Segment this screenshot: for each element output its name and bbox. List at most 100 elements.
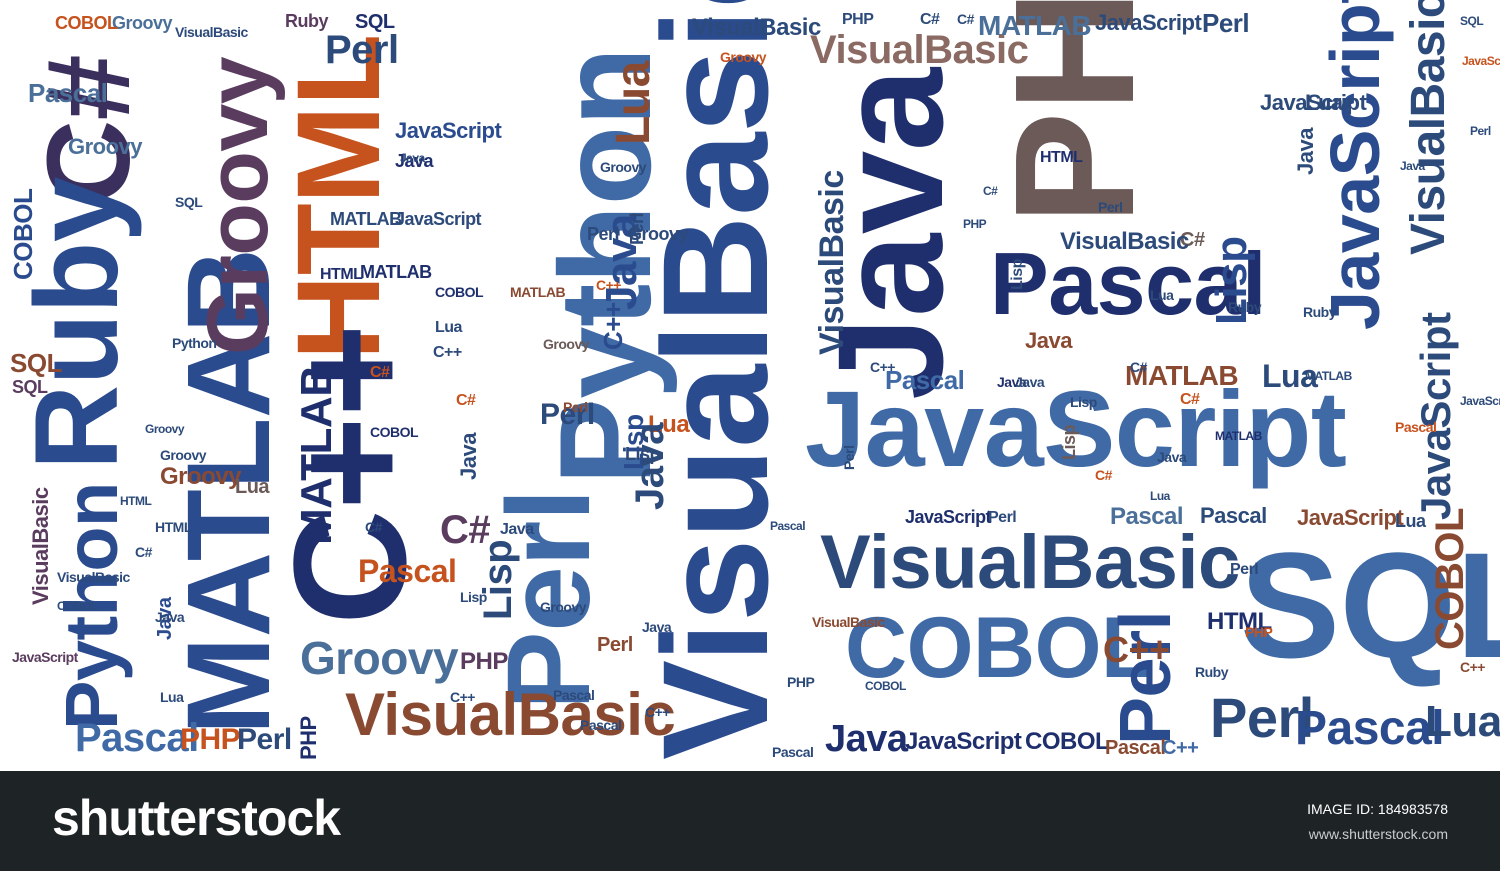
word-javascript-top-right: JavaScript	[1095, 10, 1202, 35]
word-javascript-small-top2: JavaScript	[395, 118, 502, 143]
word-cpp-small-bottom2: C++	[450, 689, 475, 705]
word-javascript-mid-left: JavaScript	[395, 209, 482, 229]
word-javascript-huge: JavaScript	[805, 368, 1347, 489]
word-csharp-small-top: C#	[920, 11, 940, 28]
word-ruby-small-right: Ruby	[1228, 299, 1262, 315]
word-csharp-vertical-right: C#	[1180, 229, 1205, 251]
word-cpp-small-top: C++	[433, 344, 462, 361]
word-pascal-mid-right: Pascal	[1200, 503, 1267, 528]
word-groovy-mid: Groovy	[300, 632, 459, 684]
word-groovy-small-left: Groovy	[145, 422, 185, 436]
word-lua-small-right: Lua	[1395, 511, 1426, 531]
word-javascript-small-right2: JavaScript	[1462, 54, 1500, 68]
word-csharp-small-top3: C#	[1095, 467, 1112, 483]
word-cobol-vertical-right: COBOL	[1428, 508, 1472, 650]
word-cobol-small-left: COBOL	[57, 599, 98, 613]
word-matlab-small-left2: MATLAB	[360, 262, 432, 282]
word-cobol-top-left: COBOL	[55, 13, 118, 33]
word-csharp-small-mid: C#	[440, 508, 491, 552]
word-html-small-mid2: HTML	[120, 494, 152, 508]
word-lua-small-left: Lua	[160, 689, 184, 705]
word-matlab-small-top: MATLAB	[978, 10, 1092, 41]
word-java-small-mid2: Java	[997, 374, 1027, 390]
word-perl-mid-left: Perl	[540, 398, 595, 431]
word-groovy-small-top: Groovy	[720, 49, 767, 65]
word-perl-small-mid3: Perl	[1470, 124, 1491, 138]
word-java-small-right2: Java	[1025, 328, 1072, 353]
word-lua-right: Lua	[1425, 697, 1500, 746]
word-pascal-right-mid: Pascal	[885, 365, 965, 395]
word-html-large: HTML	[273, 34, 405, 360]
word-lisp-small-mid2: Lisp	[460, 589, 487, 605]
word-groovy-small-bottom: Groovy	[540, 599, 587, 615]
word-matlab-right-mid: MATLAB	[1125, 360, 1239, 391]
word-perl-top-right: Perl	[1202, 8, 1250, 38]
word-groovy-left-mid: Groovy	[160, 463, 242, 490]
word-cpp-small-right: C++	[1103, 629, 1170, 670]
word-java-bottom: Java	[825, 718, 908, 760]
word-php-small-mid2: PHP	[963, 217, 987, 231]
word-visualbasic-small-left: VisualBasic	[175, 24, 248, 40]
word-javascript-small-left: JavaScript	[12, 649, 78, 665]
word-groovy-large: Groovy	[190, 56, 286, 355]
word-javascript-small-top: JavaScript	[1260, 90, 1367, 115]
word-visualbasic-vertical-mid: VisualBasic	[813, 170, 851, 355]
word-groovy-cluster: Groovy	[628, 224, 689, 244]
word-python-left: Python	[172, 335, 217, 351]
word-javascript-bottom: JavaScript	[905, 728, 1022, 755]
word-matlab-small-left: MATLAB	[330, 209, 402, 229]
word-perl-small-mid: Perl	[597, 634, 633, 656]
word-csharp-small-right2: C#	[1130, 359, 1147, 375]
word-php-bottom: PHP	[180, 723, 241, 756]
word-ruby-top: Ruby	[285, 11, 329, 31]
word-java-vertical-left-mid: Java	[628, 423, 672, 510]
word-matlab-vertical-mid: MATLAB	[292, 365, 341, 545]
word-cobol-small-mid: COBOL	[435, 284, 484, 300]
word-javascript-vertical-right: JavaScript	[1316, 0, 1394, 330]
word-csharp-small-right-mid: C#	[1180, 391, 1200, 408]
word-perl-small-left: Perl	[563, 399, 588, 415]
word-java-small-right: Java	[1400, 159, 1425, 173]
word-visualbasic-vertical-left: VisualBasic	[28, 487, 53, 605]
word-perl-bottom-left: Perl	[237, 723, 292, 756]
word-perl-right: Perl	[1210, 686, 1314, 749]
word-html-small-mid: HTML	[155, 519, 192, 535]
word-matlab-small-mid: MATLAB	[510, 284, 566, 300]
word-perl-groovy-cluster: Perl	[587, 224, 620, 244]
word-lua-right-mid: Lua	[1262, 358, 1318, 394]
word-java-top-left: Java	[395, 151, 434, 171]
word-visualbasic-top-small: VisualBasic	[692, 14, 821, 41]
word-pascal-small-mid2: Pascal	[553, 687, 595, 703]
word-php-small-right: PHP	[1245, 624, 1273, 640]
word-cobol-large: COBOL	[845, 600, 1154, 696]
word-groovy-small-mid: Groovy	[543, 336, 590, 352]
word-sql-small-left: SQL	[175, 194, 203, 210]
word-lisp-small-mid: Lisp	[625, 444, 661, 464]
footer-bar: shutterstock IMAGE ID: 184983578 www.shu…	[0, 771, 1500, 871]
word-perl-small-bottom: Perl	[1230, 561, 1259, 578]
word-perl-small-right-mid: Perl	[988, 509, 1017, 526]
word-sql-large: SQL	[1240, 521, 1500, 689]
word-php-small-top: PHP	[842, 11, 874, 28]
word-html-small-right: HTML	[1207, 608, 1272, 635]
word-csharp-small-mid5: C#	[983, 184, 998, 198]
word-pascal-small-left: Pascal	[28, 78, 108, 108]
word-pascal-small-mid: Pascal	[358, 553, 457, 589]
word-java-small-mid3: Java	[1157, 449, 1187, 465]
word-visualbasic-bottom: VisualBasic	[345, 681, 676, 748]
word-java-vertical-mid2: Java	[456, 433, 481, 480]
word-cobol-small-mid3: COBOL	[370, 424, 419, 440]
word-visualbasic-small-mid: VisualBasic	[57, 569, 130, 585]
word-java-small-mid: Java	[500, 521, 534, 538]
word-pascal-small-bottom2: Pascal	[580, 717, 622, 733]
word-visualbasic-large: VisualBasic	[820, 520, 1240, 605]
word-php-small-mid3: PHP	[460, 648, 508, 675]
word-groovy-small-mid3: Groovy	[600, 159, 647, 175]
word-lua-small-top: Lua	[1305, 90, 1343, 115]
word-java-small-mid5: Java	[1015, 374, 1045, 390]
word-lisp-vertical-mid3: Lisp	[1059, 424, 1079, 460]
word-pascal-large: Pascal	[990, 234, 1266, 333]
word-lua-mid: Lua	[648, 411, 690, 438]
word-cobol-bottom: COBOL	[1025, 728, 1110, 755]
word-pascal-mid-cluster: Pascal	[1110, 503, 1184, 530]
